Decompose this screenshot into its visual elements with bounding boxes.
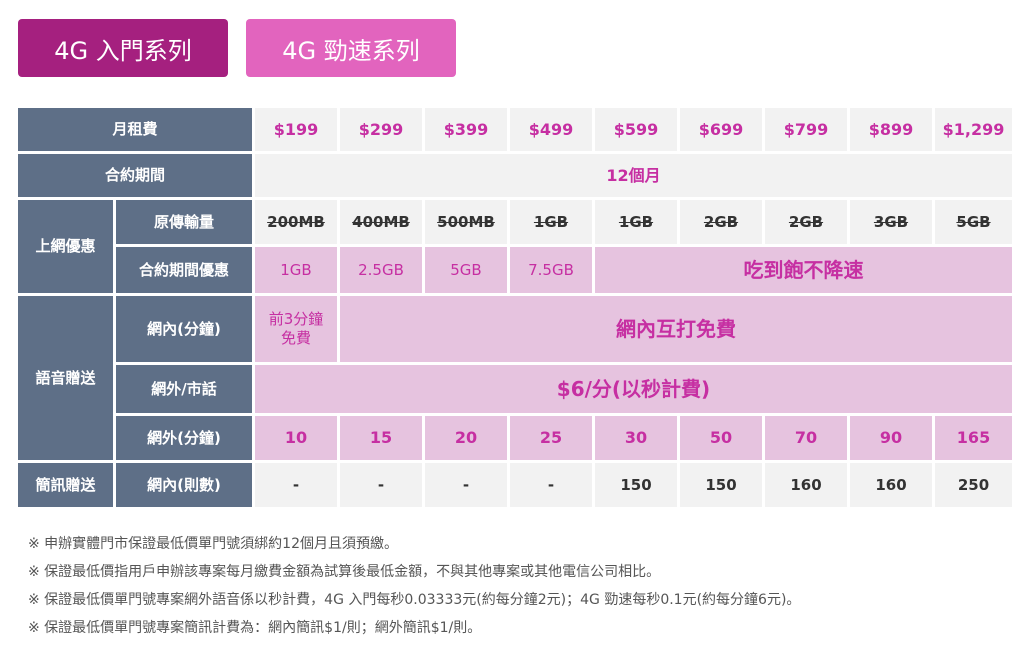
price-cell: $599: [595, 108, 677, 151]
price-cell: $499: [510, 108, 592, 151]
price-cell: $1,299: [935, 108, 1012, 151]
sms-onnet-cell: -: [340, 463, 422, 507]
offnet-minutes-cell: 10: [255, 416, 337, 460]
monthly-fee-header: 月租費: [18, 108, 252, 151]
offnet-minutes-cell: 70: [765, 416, 847, 460]
sms-onnet-cell: 160: [765, 463, 847, 507]
original-data-cell: 3GB: [850, 200, 932, 244]
original-data-cell: 5GB: [935, 200, 1012, 244]
footnotes: ※ 申辦實體門市保證最低價單門號須綁約12個月且須預繳。 ※ 保證最低價指用戶申…: [28, 530, 800, 642]
price-cell: $199: [255, 108, 337, 151]
original-data-value: 1GB: [533, 212, 569, 231]
footnote: ※ 保證最低價指用戶申辦該專案每月繳費金額為試算後最低金額，不與其他專案或其他電…: [28, 564, 661, 580]
original-data-value: 400MB: [352, 212, 410, 231]
sms-onnet-cell: -: [510, 463, 592, 507]
offnet-minutes-cell: 90: [850, 416, 932, 460]
price-cell: $799: [765, 108, 847, 151]
onnet-free-cell: 網內互打免費: [340, 296, 1012, 362]
original-data-value: 200MB: [267, 212, 325, 231]
unlimited-data-cell: 吃到飽不降速: [595, 247, 1012, 293]
voice-group-header: 語音贈送: [18, 296, 113, 460]
footnote: ※ 保證最低價單門號專案簡訊計費為：網內簡訊$1/則；網外簡訊$1/則。: [28, 620, 482, 636]
sms-group-header: 簡訊贈送: [18, 463, 113, 507]
original-data-value: 5GB: [956, 212, 991, 231]
sms-onnet-cell: 150: [680, 463, 762, 507]
price-cell: $899: [850, 108, 932, 151]
contract-data-header: 合約期間優惠: [116, 247, 252, 293]
offnet-minutes-header: 網外(分鐘): [116, 416, 252, 460]
onnet-minutes-header: 網內(分鐘): [116, 296, 252, 362]
contract-period-header: 合約期間: [18, 154, 252, 197]
footnote: ※ 保證最低價單門號專案網外語音係以秒計費，4G 入門每秒0.03333元(約每…: [28, 592, 801, 608]
original-data-cell: 1GB: [510, 200, 592, 244]
offnet-minutes-cell: 30: [595, 416, 677, 460]
original-data-value: 2GB: [788, 212, 824, 231]
original-data-value: 500MB: [437, 212, 495, 231]
contract-data-cell: 5GB: [425, 247, 507, 293]
original-data-cell: 200MB: [255, 200, 337, 244]
contract-data-cell: 1GB: [255, 247, 337, 293]
onnet-first-3min-text: 前3分鐘 免費: [268, 310, 324, 347]
offnet-local-header: 網外/市話: [116, 365, 252, 413]
price-cell: $399: [425, 108, 507, 151]
sms-onnet-cell: -: [255, 463, 337, 507]
original-data-header: 原傳輸量: [116, 200, 252, 244]
offnet-minutes-cell: 25: [510, 416, 592, 460]
tab-4g-speed-series[interactable]: 4G 勁速系列: [246, 19, 456, 77]
original-data-cell: 400MB: [340, 200, 422, 244]
original-data-cell: 500MB: [425, 200, 507, 244]
original-data-cell: 1GB: [595, 200, 677, 244]
original-data-value: 3GB: [873, 212, 909, 231]
original-data-cell: 2GB: [680, 200, 762, 244]
price-cell: $299: [340, 108, 422, 151]
original-data-cell: 2GB: [765, 200, 847, 244]
tab-4g-entry-series[interactable]: 4G 入門系列: [18, 19, 228, 77]
data-group-header: 上網優惠: [18, 200, 113, 293]
offnet-minutes-cell: 165: [935, 416, 1012, 460]
sms-onnet-header: 網內(則數): [116, 463, 252, 507]
contract-data-cell: 2.5GB: [340, 247, 422, 293]
footnote: ※ 申辦實體門市保證最低價單門號須綁約12個月且須預繳。: [28, 536, 398, 552]
contract-period-value: 12個月: [255, 154, 1012, 197]
sms-onnet-cell: 160: [850, 463, 932, 507]
contract-data-cell: 7.5GB: [510, 247, 592, 293]
offnet-minutes-cell: 20: [425, 416, 507, 460]
onnet-first-3min-cell: 前3分鐘 免費: [255, 296, 337, 362]
offnet-local-cell: $6/分(以秒計費): [255, 365, 1012, 413]
sms-onnet-cell: -: [425, 463, 507, 507]
original-data-value: 2GB: [703, 212, 739, 231]
price-cell: $699: [680, 108, 762, 151]
offnet-minutes-cell: 15: [340, 416, 422, 460]
original-data-value: 1GB: [618, 212, 654, 231]
sms-onnet-cell: 150: [595, 463, 677, 507]
offnet-minutes-cell: 50: [680, 416, 762, 460]
sms-onnet-cell: 250: [935, 463, 1012, 507]
